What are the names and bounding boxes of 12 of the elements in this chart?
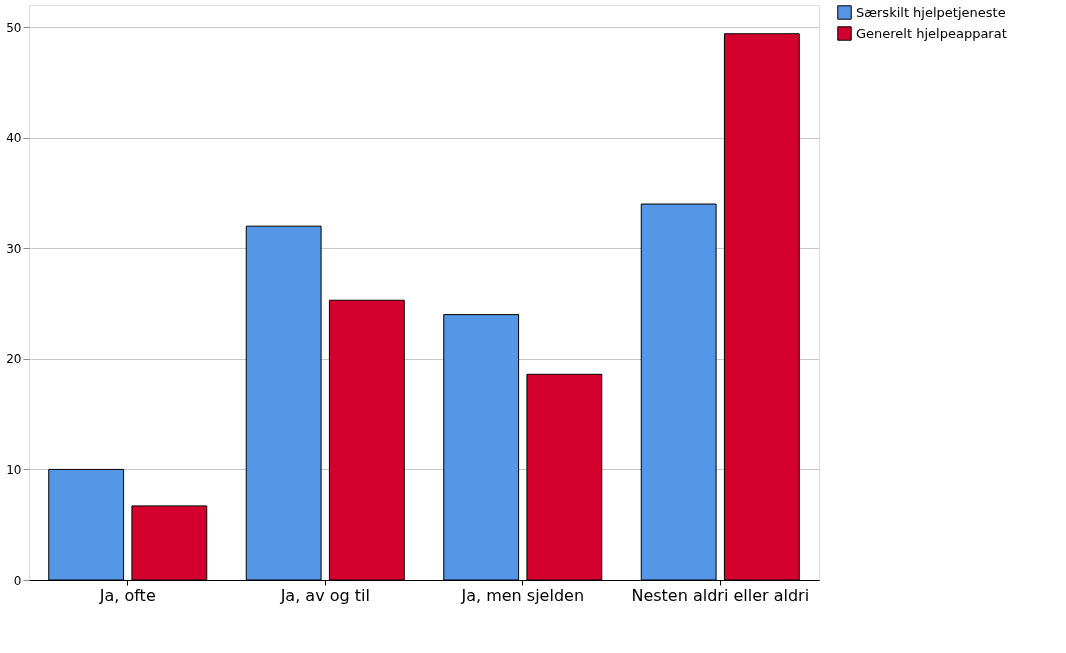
legend-label: Særskilt hjelpetjeneste: [856, 4, 1006, 20]
y-tick-label: 30: [6, 241, 22, 256]
x-tick-label: Ja, av og til: [279, 585, 370, 605]
legend-label: Generelt hjelpeapparat: [856, 25, 1007, 41]
y-tick-label: 10: [6, 462, 22, 477]
x-tick-label: Ja, ofte: [98, 585, 156, 605]
y-tick-label: 20: [6, 352, 22, 367]
y-tick-label: 50: [6, 20, 22, 35]
x-tick-label: Ja, men sjelden: [460, 585, 585, 605]
y-tick-label: 40: [6, 131, 22, 146]
x-tick-label: Nesten aldri eller aldri: [631, 585, 810, 605]
y-tick-label: 0: [13, 573, 22, 588]
